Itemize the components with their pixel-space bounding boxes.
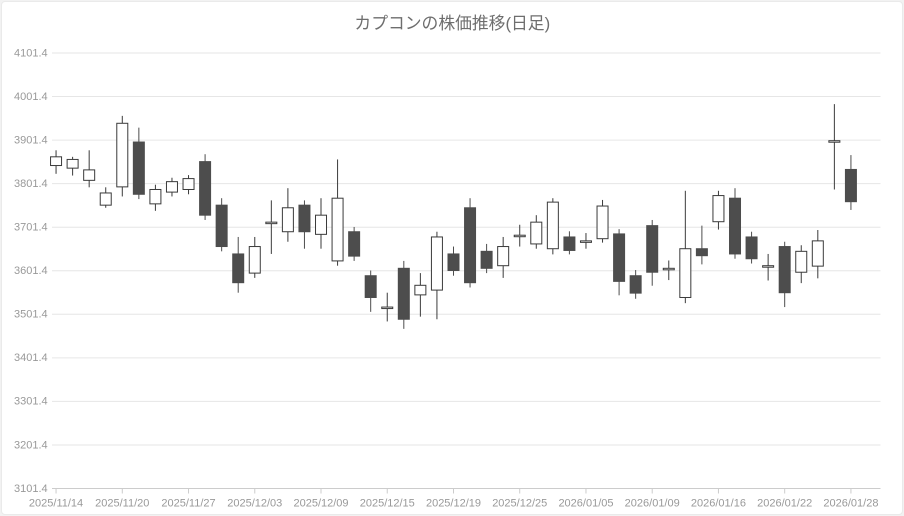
svg-text:2026/01/22: 2026/01/22 [757, 498, 812, 510]
svg-text:2026/01/16: 2026/01/16 [691, 498, 746, 510]
svg-text:3601.4: 3601.4 [14, 265, 48, 277]
svg-text:3401.4: 3401.4 [14, 352, 48, 364]
svg-text:4101.4: 4101.4 [14, 47, 48, 59]
svg-text:2025/12/25: 2025/12/25 [492, 498, 547, 510]
svg-text:2025/11/20: 2025/11/20 [95, 498, 149, 510]
svg-text:2025/12/19: 2025/12/19 [426, 498, 481, 510]
svg-text:カプコンの株価推移(日足): カプコンの株価推移(日足) [354, 14, 550, 33]
svg-text:2025/12/03: 2025/12/03 [227, 498, 282, 510]
svg-text:2026/01/28: 2026/01/28 [823, 498, 878, 510]
svg-text:2026/01/05: 2026/01/05 [558, 498, 613, 510]
svg-text:3801.4: 3801.4 [14, 178, 48, 190]
svg-text:3501.4: 3501.4 [14, 309, 48, 321]
svg-text:3301.4: 3301.4 [14, 396, 48, 408]
svg-text:4001.4: 4001.4 [14, 91, 48, 103]
svg-text:2025/12/15: 2025/12/15 [360, 498, 415, 510]
svg-text:2025/12/09: 2025/12/09 [293, 498, 348, 510]
svg-text:3101.4: 3101.4 [14, 483, 48, 495]
svg-text:3701.4: 3701.4 [14, 222, 48, 234]
svg-text:2025/11/27: 2025/11/27 [161, 498, 215, 510]
svg-text:2026/01/09: 2026/01/09 [625, 498, 680, 510]
svg-text:3901.4: 3901.4 [14, 134, 48, 146]
svg-text:2025/11/14: 2025/11/14 [29, 498, 83, 510]
svg-text:3201.4: 3201.4 [14, 439, 48, 451]
